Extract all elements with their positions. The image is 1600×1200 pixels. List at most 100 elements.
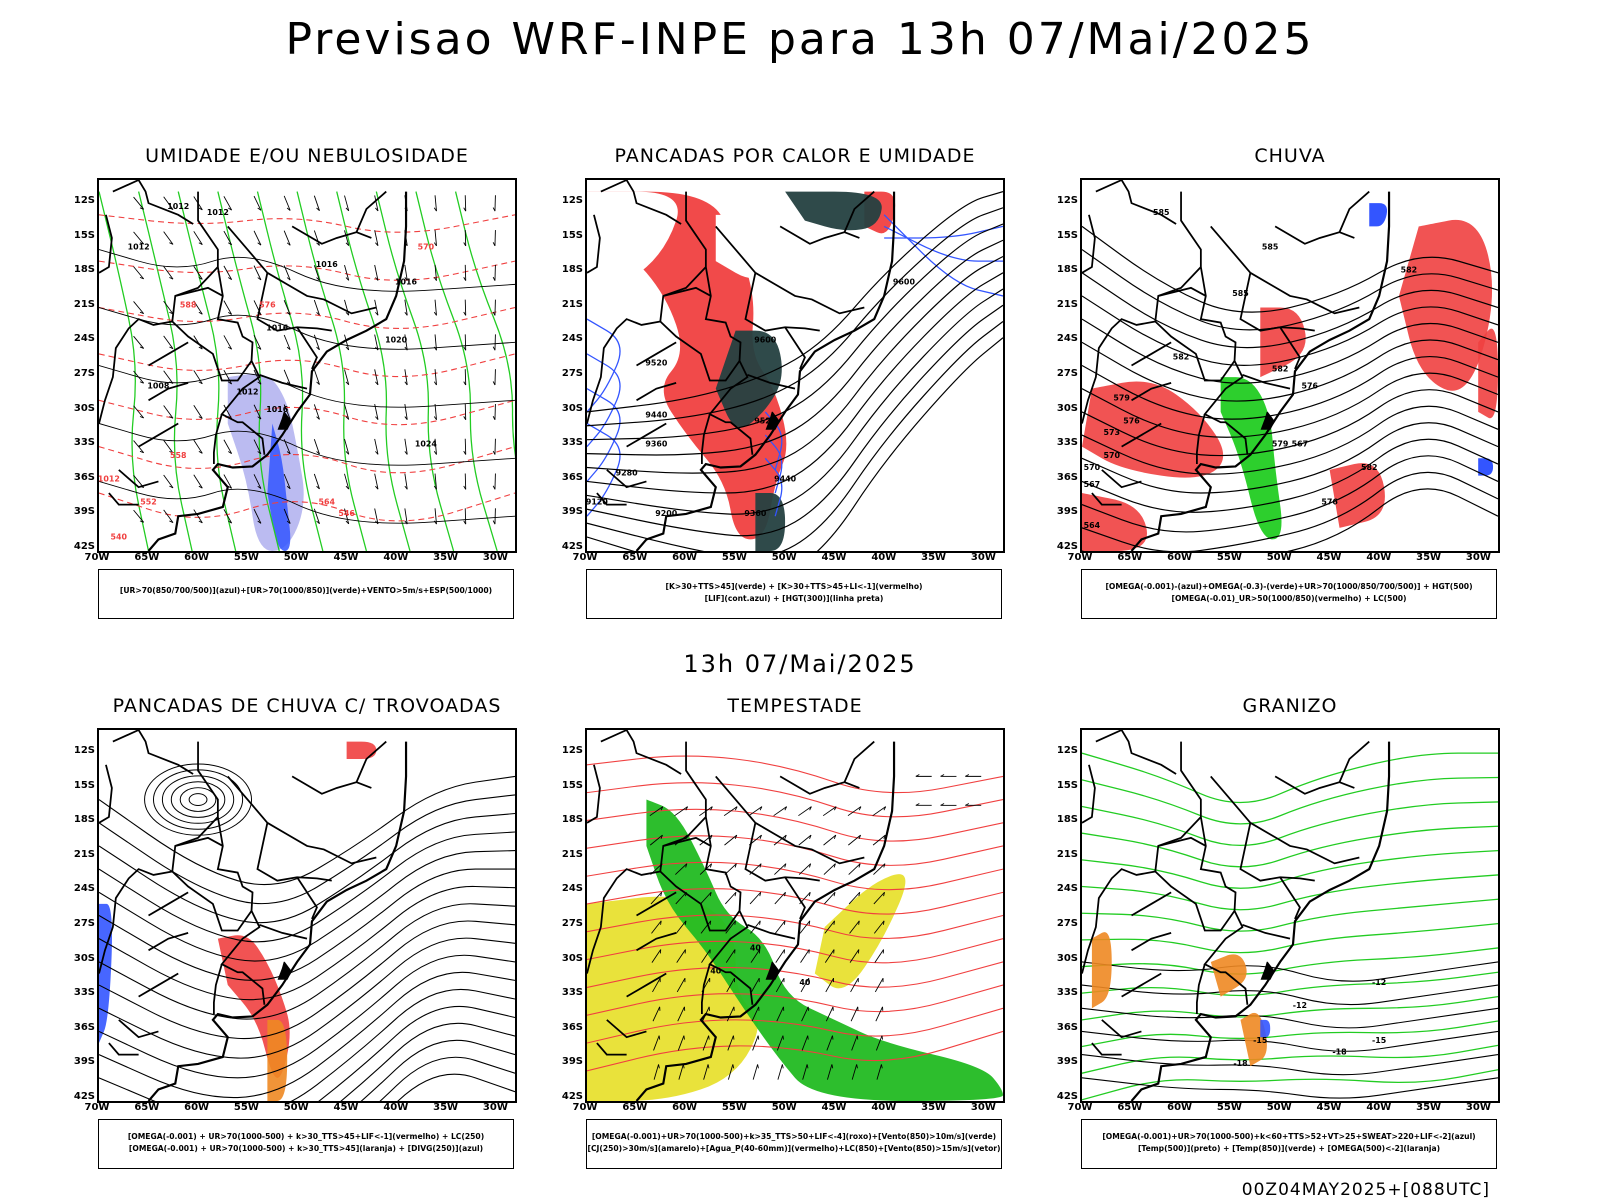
border-line — [112, 180, 194, 225]
border-line — [1338, 740, 1370, 783]
contour-label: 1012 — [99, 474, 120, 483]
border-line — [1095, 180, 1177, 225]
border-line — [659, 870, 741, 932]
border-line — [1210, 775, 1252, 824]
lon-tick-label: 40W — [1366, 552, 1392, 563]
legend-line-1: [OMEGA(-0.001)-(azul)+OMEGA(-0.3)-(verde… — [1105, 582, 1473, 591]
lat-tick-label: 15S — [73, 779, 95, 791]
border-line — [108, 492, 139, 506]
lon-tick-label: 45W — [821, 1102, 847, 1113]
lon-tick-label: 50W — [771, 552, 797, 563]
border-line — [744, 272, 820, 332]
border-line — [626, 972, 667, 998]
border-line — [99, 214, 113, 274]
lat-tick-label: 15S — [73, 229, 95, 241]
lat-tick-label: 36S — [561, 471, 583, 483]
lat-tick-label: 36S — [561, 1021, 583, 1033]
lon-tick-label: 30W — [970, 1102, 996, 1113]
contour-label: 9360 — [744, 509, 767, 518]
border-line — [118, 1019, 159, 1039]
border-line — [685, 191, 754, 455]
panel-title-trovoadas: PANCADAS DE CHUVA C/ TROVOADAS — [112, 695, 502, 717]
legend-line-2: [CJ(250)>30m/s](amarelo)+[Agua_P(40-60mm… — [587, 1144, 1001, 1153]
legend-box-trovoadas: [OMEGA(-0.001) + UR>70(1000-500) + k>30_… — [98, 1119, 514, 1169]
border-line — [1082, 214, 1096, 274]
lon-tick-label: 45W — [821, 552, 847, 563]
lat-tick-label: 27S — [561, 918, 583, 929]
border-line — [747, 923, 796, 940]
contour-label: -18 — [1233, 1059, 1248, 1068]
border-line — [296, 876, 318, 920]
contour-label: 9520 — [754, 416, 777, 425]
border-line — [626, 422, 667, 448]
contour-label: -12 — [1372, 978, 1386, 987]
lat-tick-label: 18S — [73, 814, 95, 826]
panel-title-pancadas-calor: PANCADAS POR CALOR E UMIDADE — [614, 145, 976, 167]
map-canvas-pancadas-calor: 9600 9600 9520 9440 9360 9280 9120 9200 9520 9440… — [587, 180, 1003, 551]
lat-tick-label: 27S — [73, 918, 95, 929]
border-line — [754, 822, 865, 865]
contour-label: 9520 — [645, 359, 668, 368]
lat-tick-label: 24S — [73, 333, 95, 345]
border-line — [1121, 972, 1162, 998]
contour-label: 576 — [1321, 498, 1338, 507]
contour-label: 576 — [1123, 416, 1140, 425]
border-line — [1279, 876, 1301, 920]
political-boundaries — [99, 180, 408, 551]
map-canvas-chuva: 5855855855825825825795795765765735705705… — [1082, 180, 1498, 551]
border-line — [784, 326, 806, 370]
lat-tick-label: 30S — [561, 402, 583, 414]
border-line — [663, 286, 712, 297]
border-line — [148, 932, 189, 952]
contour-label: 582 — [1272, 364, 1289, 373]
border-line — [606, 1019, 647, 1039]
border-line — [701, 413, 711, 465]
border-line — [600, 180, 682, 225]
map-tempestade: 40 40 40 — [585, 728, 1005, 1103]
border-line — [1131, 382, 1172, 402]
lon-tick-label: 55W — [1216, 552, 1242, 563]
border-line — [843, 190, 875, 233]
lat-tick-label: 12S — [561, 745, 583, 756]
legend-box-pancadas-calor: [K>30+TTS>45](verde) + [K>30+TTS>45+LI<-… — [586, 569, 1002, 619]
lon-tick-label: 40W — [383, 552, 409, 563]
border-line — [600, 730, 682, 775]
border-line — [1095, 730, 1177, 775]
political-boundaries — [1082, 730, 1391, 1101]
lat-tick-label: 18S — [73, 264, 95, 276]
contour-label: 9600 — [754, 335, 777, 344]
border-line — [596, 1042, 627, 1056]
lat-tick-label: 42S — [73, 541, 95, 552]
border-line — [213, 413, 223, 465]
panel-title-granizo: GRANIZO — [1242, 695, 1338, 717]
lat-tick-label: 15S — [561, 229, 583, 241]
contour-label: 1024 — [415, 440, 438, 449]
legend-box-tempestade: [OMEGA(-0.001)+UR>70(1000-500)+k>35_TTS>… — [586, 1119, 1002, 1169]
lagoon — [1260, 961, 1275, 980]
contour-label: 585 — [1153, 208, 1170, 217]
lagoon — [277, 411, 292, 430]
lat-tick-label: 39S — [1056, 1056, 1078, 1068]
border-line — [197, 191, 266, 455]
lon-tick-label: 65W — [1117, 1102, 1143, 1113]
legend-line-2: [LIF](cont.azul) + [HGT(300)](linha pret… — [704, 594, 884, 603]
border-line — [1274, 225, 1355, 245]
border-line — [112, 730, 194, 775]
lat-tick-label: 12S — [1056, 195, 1078, 206]
lat-tick-label: 21S — [561, 298, 583, 310]
border-line — [1180, 741, 1249, 1005]
contour-label: 1016 — [395, 277, 418, 286]
contour-label: 582 — [1401, 266, 1418, 275]
border-line — [138, 422, 179, 448]
border-line — [636, 382, 677, 402]
border-line — [754, 272, 865, 315]
contour-label: 9440 — [774, 474, 797, 483]
lat-tick-label: 30S — [1056, 402, 1078, 414]
lon-tick-label: 65W — [622, 552, 648, 563]
lon-tick-label: 30W — [1465, 552, 1491, 563]
lon-tick-label: 30W — [482, 552, 508, 563]
lon-tick-label: 70W — [1067, 552, 1093, 563]
lon-tick-label: 70W — [84, 1102, 110, 1113]
lat-tick-label: 39S — [1056, 506, 1078, 518]
border-line — [779, 225, 860, 245]
